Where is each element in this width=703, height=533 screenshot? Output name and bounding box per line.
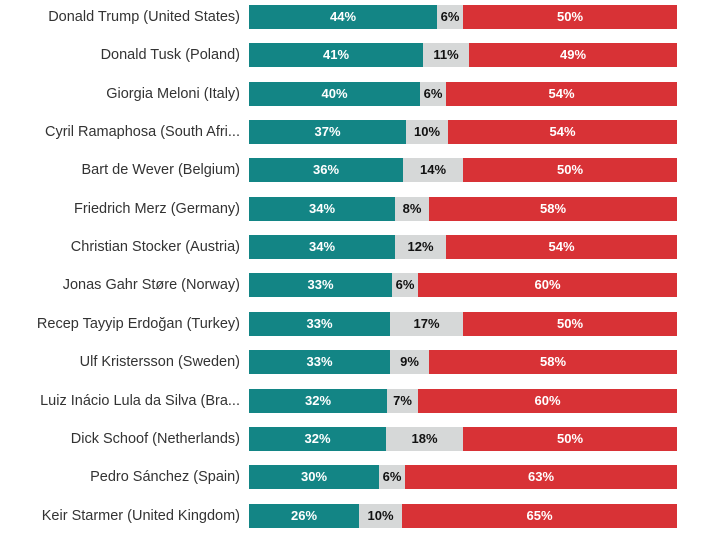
- stacked-bar: 32% 7% 60%: [249, 389, 677, 413]
- approve-segment: 41%: [249, 43, 423, 67]
- neutral-segment: 10%: [406, 120, 448, 144]
- approve-segment: 34%: [249, 235, 395, 259]
- chart-row: Jonas Gahr Støre (Norway) 33% 6% 60%: [0, 273, 703, 297]
- category-label: Donald Trump (United States): [48, 9, 240, 25]
- category-label: Ulf Kristersson (Sweden): [79, 354, 240, 370]
- approve-segment: 40%: [249, 82, 420, 106]
- stacked-bar: 44% 6% 50%: [249, 5, 677, 29]
- stacked-bar: 30% 6% 63%: [249, 465, 677, 489]
- neutral-segment: 17%: [390, 312, 463, 336]
- neutral-segment: 12%: [395, 235, 446, 259]
- neutral-segment: 11%: [423, 43, 469, 67]
- disapprove-segment: 50%: [463, 5, 677, 29]
- disapprove-segment: 50%: [463, 312, 677, 336]
- stacked-bar: 33% 9% 58%: [249, 350, 677, 374]
- disapprove-segment: 60%: [418, 273, 677, 297]
- approve-segment: 36%: [249, 158, 403, 182]
- chart-row: Dick Schoof (Netherlands) 32% 18% 50%: [0, 427, 703, 451]
- approve-segment: 32%: [249, 427, 386, 451]
- chart-row: Keir Starmer (United Kingdom) 26% 10% 65%: [0, 504, 703, 528]
- neutral-segment: 6%: [379, 465, 405, 489]
- approve-segment: 33%: [249, 350, 390, 374]
- neutral-segment: 18%: [386, 427, 463, 451]
- neutral-segment: 6%: [392, 273, 418, 297]
- category-label: Cyril Ramaphosa (South Afri...: [44, 124, 240, 140]
- chart-row: Friedrich Merz (Germany) 34% 8% 58%: [0, 197, 703, 221]
- stacked-bar: 36% 14% 50%: [249, 158, 677, 182]
- chart-row: Pedro Sánchez (Spain) 30% 6% 63%: [0, 465, 703, 489]
- approve-segment: 34%: [249, 197, 395, 221]
- approve-segment: 32%: [249, 389, 387, 413]
- category-label: Luiz Inácio Lula da Silva (Bra...: [40, 393, 240, 409]
- approve-segment: 33%: [249, 312, 390, 336]
- chart-row: Bart de Wever (Belgium) 36% 14% 50%: [0, 158, 703, 182]
- neutral-segment: 7%: [387, 389, 418, 413]
- disapprove-segment: 49%: [469, 43, 677, 67]
- chart-row: Ulf Kristersson (Sweden) 33% 9% 58%: [0, 350, 703, 374]
- category-label: Friedrich Merz (Germany): [74, 201, 240, 217]
- stacked-bar: 33% 17% 50%: [249, 312, 677, 336]
- category-label: Christian Stocker (Austria): [70, 239, 240, 255]
- approve-segment: 26%: [249, 504, 359, 528]
- neutral-segment: 14%: [403, 158, 463, 182]
- chart-row: Luiz Inácio Lula da Silva (Bra... 32% 7% 60…: [0, 389, 703, 413]
- stacked-bar: 41% 11% 49%: [249, 43, 677, 67]
- stacked-bar: 32% 18% 50%: [249, 427, 677, 451]
- stacked-bar: 40% 6% 54%: [249, 82, 677, 106]
- disapprove-segment: 58%: [429, 350, 677, 374]
- chart-row: Cyril Ramaphosa (South Afri... 37% 10% 54%: [0, 120, 703, 144]
- approve-segment: 37%: [249, 120, 406, 144]
- approve-segment: 30%: [249, 465, 379, 489]
- disapprove-segment: 58%: [429, 197, 677, 221]
- category-label: Giorgia Meloni (Italy): [106, 86, 240, 102]
- neutral-segment: 8%: [395, 197, 429, 221]
- category-label: Donald Tusk (Poland): [100, 47, 240, 63]
- neutral-segment: 10%: [359, 504, 402, 528]
- category-label: Recep Tayyip Erdoğan (Turkey): [36, 316, 240, 332]
- disapprove-segment: 54%: [446, 82, 677, 106]
- category-label: Jonas Gahr Støre (Norway): [62, 277, 240, 293]
- chart-row: Christian Stocker (Austria) 34% 12% 54%: [0, 235, 703, 259]
- neutral-segment: 9%: [390, 350, 429, 374]
- chart-row: Donald Trump (United States) 44% 6% 50%: [0, 5, 703, 29]
- category-label: Dick Schoof (Netherlands): [70, 431, 240, 447]
- disapprove-segment: 65%: [402, 504, 677, 528]
- stacked-bar: 33% 6% 60%: [249, 273, 677, 297]
- approve-segment: 33%: [249, 273, 392, 297]
- category-label: Pedro Sánchez (Spain): [90, 469, 240, 485]
- disapprove-segment: 54%: [446, 235, 677, 259]
- stacked-bar: 34% 8% 58%: [249, 197, 677, 221]
- chart-row: Giorgia Meloni (Italy) 40% 6% 54%: [0, 82, 703, 106]
- disapprove-segment: 60%: [418, 389, 677, 413]
- neutral-segment: 6%: [437, 5, 463, 29]
- stacked-bar: 37% 10% 54%: [249, 120, 677, 144]
- disapprove-segment: 63%: [405, 465, 677, 489]
- chart-row: Donald Tusk (Poland) 41% 11% 49%: [0, 43, 703, 67]
- stacked-bar: 26% 10% 65%: [249, 504, 677, 528]
- approve-segment: 44%: [249, 5, 437, 29]
- disapprove-segment: 50%: [463, 158, 677, 182]
- neutral-segment: 6%: [420, 82, 446, 106]
- chart-row: Recep Tayyip Erdoğan (Turkey) 33% 17% 50%: [0, 312, 703, 336]
- disapprove-segment: 50%: [463, 427, 677, 451]
- category-label: Bart de Wever (Belgium): [81, 162, 240, 178]
- category-label: Keir Starmer (United Kingdom): [41, 508, 240, 524]
- stacked-bar: 34% 12% 54%: [249, 235, 677, 259]
- disapprove-segment: 54%: [448, 120, 677, 144]
